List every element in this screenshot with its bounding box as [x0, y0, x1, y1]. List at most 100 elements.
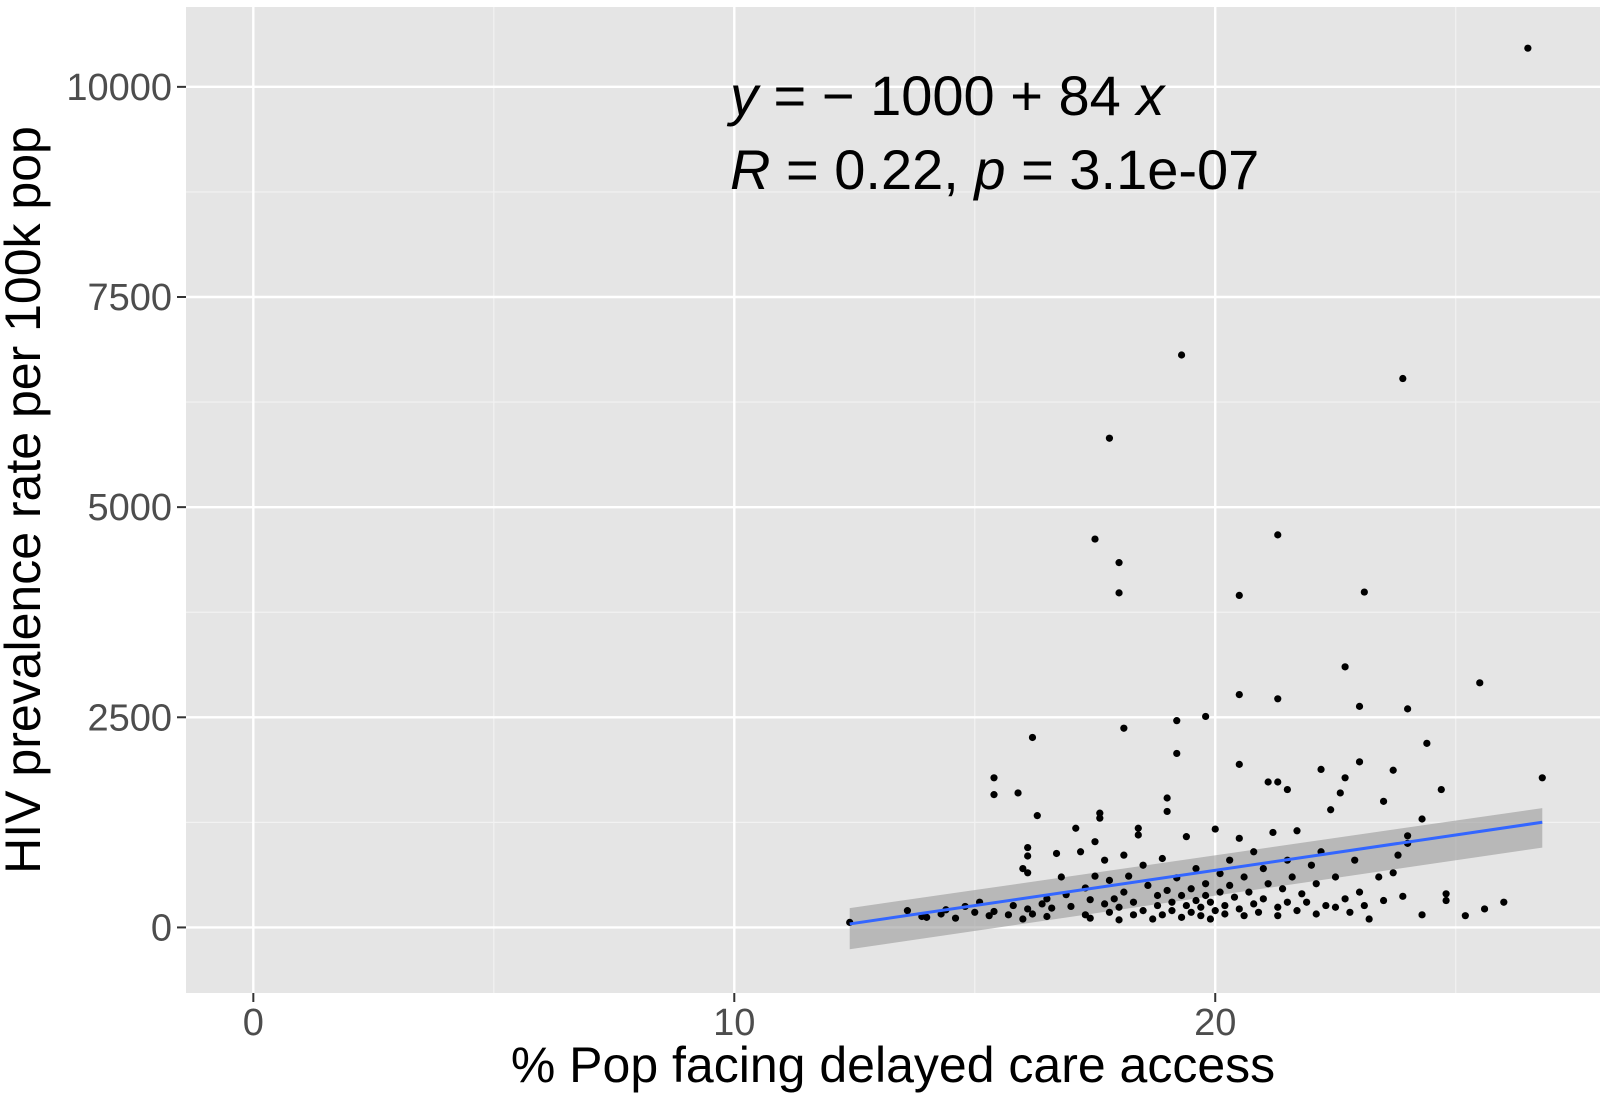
data-point — [1024, 869, 1032, 877]
data-point — [1394, 851, 1402, 859]
data-point — [1153, 891, 1162, 900]
data-point — [1355, 702, 1364, 710]
y-tick-label: 5000 — [87, 487, 172, 529]
data-point — [1115, 559, 1123, 567]
data-point — [1274, 912, 1282, 920]
data-point — [1182, 833, 1190, 841]
data-point — [1096, 814, 1104, 822]
data-point — [1115, 916, 1123, 924]
data-point — [1173, 717, 1181, 725]
data-point — [951, 914, 960, 922]
data-point — [1375, 873, 1383, 881]
data-point — [1187, 885, 1195, 893]
data-point — [1197, 912, 1205, 920]
data-point — [903, 907, 912, 915]
data-point — [1163, 794, 1171, 802]
data-point — [1331, 873, 1340, 881]
data-point — [1134, 831, 1142, 839]
data-point — [1500, 898, 1508, 906]
data-point — [1274, 903, 1282, 911]
regression-line-layer — [849, 820, 1543, 926]
data-point — [1202, 712, 1210, 721]
data-point — [1245, 888, 1253, 896]
data-point — [1076, 848, 1085, 856]
data-point — [1230, 893, 1239, 901]
data-point — [1235, 905, 1243, 913]
data-point — [1033, 812, 1041, 820]
data-point — [990, 907, 998, 916]
x-tick-label: 10 — [713, 1002, 755, 1044]
data-point — [1423, 739, 1431, 747]
regression-equation: y = − 1000 + 84 x — [726, 64, 1166, 127]
data-point — [1086, 914, 1094, 922]
data-point — [1317, 765, 1325, 774]
x-tick-label: 20 — [1194, 1002, 1236, 1044]
data-point — [1125, 872, 1133, 880]
data-point — [1264, 778, 1272, 786]
data-point — [1303, 898, 1311, 906]
correlation-stats: R = 0.22, p = 3.1e-07 — [730, 138, 1259, 201]
data-point — [1177, 913, 1186, 921]
data-point — [1293, 827, 1301, 835]
data-point — [1389, 869, 1397, 877]
data-point — [1139, 907, 1147, 915]
x-tick-label: 0 — [243, 1002, 264, 1044]
plot-panel — [186, 7, 1600, 993]
data-point — [1307, 861, 1316, 869]
data-point — [1110, 895, 1118, 903]
data-point — [985, 912, 993, 920]
data-point — [1028, 733, 1037, 742]
data-point — [1226, 881, 1234, 890]
data-point — [1341, 774, 1349, 782]
data-point — [1019, 864, 1027, 873]
data-point — [1048, 904, 1056, 912]
data-point — [1312, 880, 1320, 888]
data-point — [1202, 880, 1210, 888]
data-point — [1437, 785, 1445, 794]
data-point — [1120, 888, 1128, 896]
data-point — [1206, 915, 1215, 923]
data-point — [1177, 891, 1186, 900]
data-point — [1336, 789, 1344, 797]
data-point — [1043, 895, 1051, 903]
data-point — [1101, 856, 1109, 864]
data-point — [1202, 891, 1210, 900]
data-point — [1365, 915, 1373, 923]
data-point — [1105, 908, 1114, 916]
data-point — [1461, 912, 1469, 920]
data-point — [1014, 789, 1022, 797]
data-point — [1067, 902, 1075, 911]
data-point — [1072, 824, 1080, 832]
data-point — [1379, 896, 1388, 905]
data-point — [1355, 888, 1364, 896]
data-point — [1052, 849, 1061, 858]
data-point — [1538, 774, 1546, 782]
data-point — [1274, 778, 1282, 786]
data-point — [1254, 908, 1263, 916]
data-point — [1442, 890, 1450, 898]
data-point — [1134, 824, 1142, 832]
data-point — [1115, 589, 1123, 597]
data-point — [1115, 903, 1123, 911]
data-point — [1187, 908, 1195, 916]
data-point — [1240, 873, 1248, 881]
data-point — [1105, 876, 1114, 884]
data-point — [1298, 890, 1306, 898]
data-point — [1096, 809, 1104, 817]
data-point — [1355, 758, 1364, 766]
data-point — [1105, 434, 1114, 442]
y-tick-label: 0 — [151, 907, 172, 949]
data-point — [1250, 848, 1258, 856]
data-point — [1158, 854, 1166, 863]
data-point — [1163, 886, 1171, 895]
data-point — [1379, 797, 1388, 805]
data-point — [1341, 895, 1349, 903]
data-point — [1139, 861, 1147, 869]
data-point — [1240, 912, 1248, 920]
data-point — [1019, 915, 1027, 923]
data-point — [1197, 903, 1205, 911]
data-point — [1028, 910, 1037, 918]
data-point — [1120, 724, 1128, 732]
data-point — [1360, 901, 1368, 910]
data-point — [1480, 905, 1489, 913]
